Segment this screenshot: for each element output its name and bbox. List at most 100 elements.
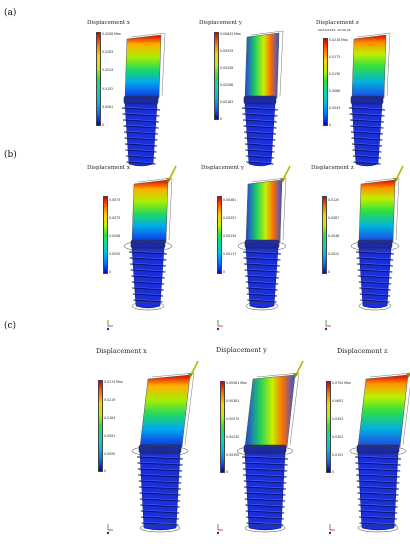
tick: 0.0754 Max [332, 381, 351, 385]
thread [349, 119, 385, 123]
thread [358, 504, 398, 508]
thread-highlight [361, 521, 395, 525]
tick: 0.0073 [109, 216, 121, 220]
abutment [139, 374, 191, 448]
thread-highlight [139, 461, 181, 465]
bone-ring [236, 445, 294, 457]
thread-highlight [354, 148, 380, 152]
thread [244, 492, 286, 496]
thread-highlight [128, 160, 154, 164]
bone-ring [350, 240, 400, 252]
thread-highlight [361, 286, 389, 290]
bone-ring [139, 523, 181, 533]
thread [244, 137, 276, 141]
thread-highlight [357, 461, 399, 465]
thread-highlight [127, 148, 155, 152]
tick: 0.0030 [109, 252, 121, 256]
tick: 0.0120 [328, 198, 340, 202]
panel-c3-title: Displacement z [337, 347, 388, 355]
thread-highlight [132, 268, 164, 272]
tick: 0 [328, 270, 331, 274]
implant-screw [131, 247, 165, 309]
thread-highlight [132, 262, 164, 266]
tick: 0.00351 [223, 216, 237, 220]
load-arrow-head [166, 178, 171, 183]
thread-highlight [134, 286, 162, 290]
thread [357, 269, 393, 273]
thread [246, 293, 278, 297]
tick: 0.0224 [102, 68, 114, 72]
tick: 0.00533 [220, 49, 234, 53]
thread-highlight [124, 118, 158, 122]
thread [359, 293, 391, 297]
thread-highlight [246, 485, 284, 489]
thread-highlight [248, 160, 272, 164]
thread [348, 107, 386, 111]
thread [140, 504, 180, 508]
thread [243, 480, 287, 484]
thread [131, 275, 165, 279]
tick: 0.00270 [226, 417, 240, 421]
thread [244, 263, 280, 267]
color-bar [220, 381, 225, 473]
thread-highlight [360, 280, 390, 284]
thread-highlight [247, 148, 273, 152]
thread [247, 299, 277, 303]
thread [241, 456, 289, 460]
load-arrow-head [188, 373, 193, 378]
thread [356, 257, 394, 261]
thread-highlight [246, 262, 278, 266]
implant-screw [245, 247, 279, 309]
thread [123, 131, 159, 135]
thread [246, 161, 274, 165]
tick: 0 [329, 123, 332, 127]
thread-highlight [246, 268, 278, 272]
thread-highlight [246, 491, 284, 495]
thread-highlight [246, 497, 284, 501]
collar [350, 95, 384, 105]
thread-highlight [359, 485, 397, 489]
row-label-b: (b) [4, 150, 17, 160]
thread-highlight [359, 268, 391, 272]
tick: 0.0151 [332, 453, 344, 457]
load-arrow-head [393, 178, 398, 183]
thread-highlight [143, 515, 177, 519]
thread [140, 510, 180, 514]
color-bar [214, 32, 219, 120]
thread-highlight [362, 298, 388, 302]
tick: 0 [220, 117, 223, 121]
abutment [351, 34, 387, 99]
thread-highlight [351, 118, 383, 122]
bone-ring [131, 445, 189, 457]
tick: 0.0274 Max [104, 380, 123, 384]
thread-highlight [126, 142, 156, 146]
abutment [245, 179, 283, 243]
thread-highlight [358, 479, 398, 483]
thread [244, 486, 286, 490]
thread [138, 480, 182, 484]
row-label-c: (c) [4, 321, 17, 331]
bone-ring [357, 523, 399, 533]
bone-ring [131, 301, 165, 311]
thread-highlight [247, 280, 277, 284]
thread-highlight [139, 467, 181, 471]
thread [125, 149, 157, 153]
thread-highlight [358, 256, 392, 260]
thread-highlight [352, 124, 382, 128]
tick: 0.00296 [220, 83, 234, 87]
outline [369, 372, 410, 446]
thread-highlight [360, 503, 396, 507]
load-arrow-head [406, 373, 410, 378]
panel-c1-title: Displacement x [96, 347, 147, 355]
thread-highlight [142, 503, 178, 507]
thread-highlight [359, 262, 391, 266]
thread [355, 462, 401, 466]
panel-a1-title: Displacement x [87, 20, 130, 26]
implant-screw [357, 452, 399, 531]
thread [243, 257, 281, 261]
color-bar [217, 196, 222, 274]
thread [246, 516, 284, 520]
thread [358, 510, 398, 514]
outline [251, 177, 287, 241]
thread-highlight [353, 136, 381, 140]
